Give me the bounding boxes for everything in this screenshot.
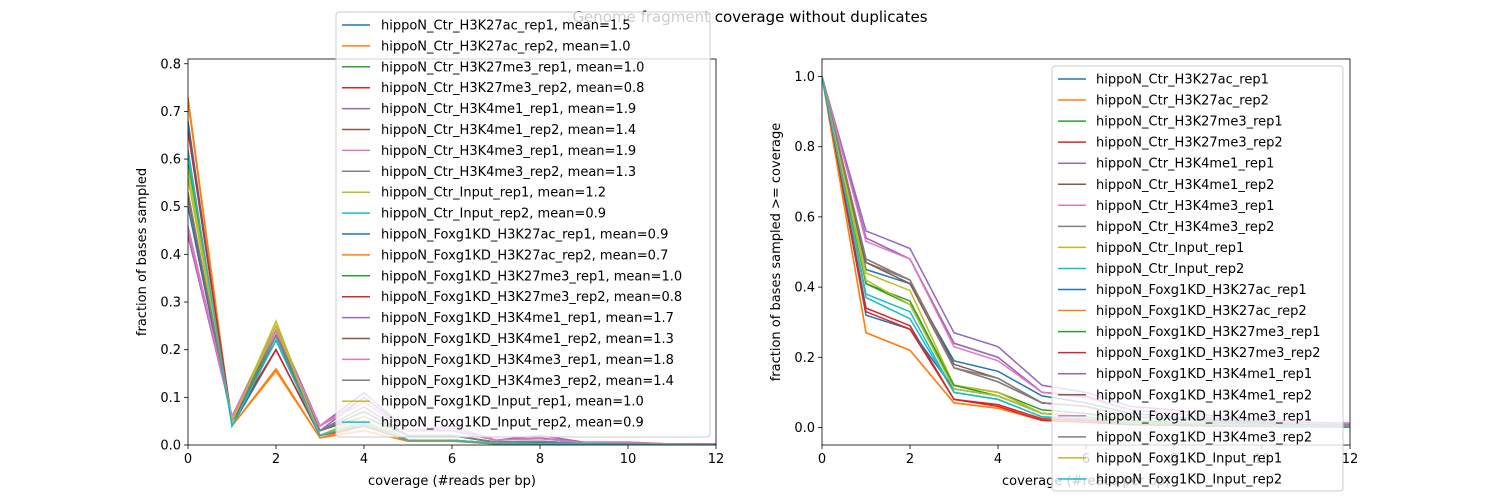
y-tick-label: 0.1 (160, 391, 181, 406)
legend-entry: hippoN_Foxg1KD_H3K4me1_rep2 (1096, 388, 1312, 403)
x-axis-label: coverage (#reads per bp) (368, 474, 536, 489)
legend-entry: hippoN_Foxg1KD_H3K4me1_rep1, mean=1.7 (381, 311, 674, 326)
series-group (188, 97, 716, 445)
legend: hippoN_Ctr_H3K27ac_rep1, mean=1.5 hippoN_… (335, 11, 711, 438)
y-tick-label: 0.0 (794, 421, 815, 436)
legend-entry: hippoN_Ctr_H3K4me3_rep1 (1096, 199, 1274, 214)
legend-entry: hippoN_Foxg1KD_H3K4me3_rep1, mean=1.8 (381, 353, 674, 368)
legend-entry: hippoN_Ctr_H3K4me1_rep2 (1096, 178, 1274, 193)
y-axis-label: fraction of bases sampled >= coverage (769, 123, 784, 382)
y-tick-label: 0.3 (160, 296, 181, 311)
legend-entry: hippoN_Foxg1KD_H3K4me3_rep2 (1096, 430, 1312, 445)
y-tick-label: 0.7 (160, 105, 181, 120)
legend-entry: hippoN_Foxg1KD_H3K4me3_rep2, mean=1.4 (381, 374, 674, 389)
legend-entry: hippoN_Foxg1KD_H3K4me3_rep1 (1096, 409, 1312, 424)
x-tick-label: 4 (360, 452, 368, 467)
x-tick-label: 4 (994, 452, 1002, 467)
legend-entry: hippoN_Ctr_H3K27me3_rep2 (1096, 136, 1283, 151)
legend-entry: hippoN_Foxg1KD_H3K27me3_rep1 (1096, 325, 1320, 340)
y-tick-label: 0.2 (160, 343, 181, 358)
legend-entry: hippoN_Ctr_H3K4me3_rep1, mean=1.9 (381, 144, 636, 159)
legend-entry: hippoN_Foxg1KD_H3K27ac_rep2, mean=0.7 (381, 248, 668, 263)
legend-entry: hippoN_Foxg1KD_Input_rep2, mean=0.9 (381, 416, 644, 431)
legend-entry: hippoN_Foxg1KD_Input_rep1 (1096, 451, 1282, 466)
legend-entry: hippoN_Ctr_H3K27me3_rep2, mean=0.8 (381, 81, 644, 96)
legend-box (1051, 65, 1344, 492)
legend-entry: hippoN_Ctr_H3K27me3_rep1, mean=1.0 (381, 60, 644, 75)
legend-entry: hippoN_Foxg1KD_H3K27me3_rep2, mean=0.8 (381, 290, 682, 305)
y-tick-label: 0.8 (160, 57, 181, 72)
y-tick-label: 0.4 (160, 248, 181, 263)
legend-entry: hippoN_Foxg1KD_Input_rep2 (1096, 472, 1282, 487)
legend-entry: hippoN_Ctr_H3K27ac_rep1, mean=1.5 (381, 19, 631, 34)
legend-entry: hippoN_Ctr_H3K4me1_rep1 (1096, 157, 1274, 172)
legend-entry: hippoN_Ctr_H3K4me3_rep2 (1096, 220, 1274, 235)
x-tick-label: 10 (620, 452, 637, 467)
legend-entry: hippoN_Foxg1KD_Input_rep1, mean=1.0 (381, 395, 644, 410)
chart-left: 0 2 4 6 8 10 12 0.0 0.1 0.2 0.3 0.4 0.5 0.6 0.7 0.8 cove… (135, 11, 725, 489)
y-tick-label: 0.8 (794, 140, 815, 155)
y-tick-label: 1.0 (794, 70, 815, 85)
legend-entry: hippoN_Foxg1KD_H3K27me3_rep2 (1096, 346, 1320, 361)
legend-entry: hippoN_Foxg1KD_H3K27ac_rep1 (1096, 283, 1307, 298)
legend-entry: hippoN_Ctr_H3K27me3_rep1 (1096, 115, 1283, 130)
y-tick-label: 0.2 (794, 351, 815, 366)
legend-entry: hippoN_Ctr_H3K27ac_rep1 (1096, 73, 1269, 88)
legend-entry: hippoN_Ctr_Input_rep1, mean=1.2 (381, 186, 606, 201)
legend-entry: hippoN_Foxg1KD_H3K27me3_rep1, mean=1.0 (381, 269, 682, 284)
legend-entry: hippoN_Ctr_H3K4me3_rep2, mean=1.3 (381, 165, 636, 180)
legend-entry: hippoN_Ctr_H3K27ac_rep2 (1096, 94, 1269, 109)
series-line-20 (188, 149, 716, 445)
x-tick-label: 2 (906, 452, 914, 467)
y-tick-label: 0.5 (160, 200, 181, 215)
legend-entry: hippoN_Ctr_Input_rep1 (1096, 241, 1244, 256)
x-tick-label: 8 (536, 452, 544, 467)
x-tick-label: 12 (708, 452, 725, 467)
legend-entry: hippoN_Foxg1KD_H3K4me1_rep1 (1096, 367, 1312, 382)
x-tick-label: 2 (272, 452, 280, 467)
legend: hippoN_Ctr_H3K27ac_rep1 hippoN_Ctr_H3K27a… (1051, 65, 1344, 492)
y-axis-label: fraction of bases sampled (135, 168, 150, 336)
legend-entry: hippoN_Foxg1KD_H3K4me1_rep2, mean=1.3 (381, 332, 674, 347)
legend-entry: hippoN_Foxg1KD_H3K27ac_rep1, mean=0.9 (381, 228, 668, 243)
legend-entry: hippoN_Foxg1KD_H3K27ac_rep2 (1096, 304, 1307, 319)
x-tick-label: 0 (184, 452, 192, 467)
legend-entry: hippoN_Ctr_H3K4me1_rep2, mean=1.4 (381, 123, 636, 138)
y-tick-label: 0.0 (160, 439, 181, 454)
legend-entry: hippoN_Ctr_Input_rep2, mean=0.9 (381, 207, 606, 222)
y-tick-label: 0.6 (160, 153, 181, 168)
legend-entry: hippoN_Ctr_H3K4me1_rep1, mean=1.9 (381, 102, 636, 117)
legend-entry: hippoN_Ctr_H3K27ac_rep2, mean=1.0 (381, 39, 631, 54)
x-tick-label: 6 (448, 452, 456, 467)
y-tick-label: 0.4 (794, 281, 815, 296)
y-tick-label: 0.6 (794, 210, 815, 225)
legend-box (335, 11, 711, 438)
x-tick-label: 0 (818, 452, 826, 467)
x-tick-label: 12 (1342, 452, 1359, 467)
legend-entry: hippoN_Ctr_Input_rep2 (1096, 262, 1244, 277)
